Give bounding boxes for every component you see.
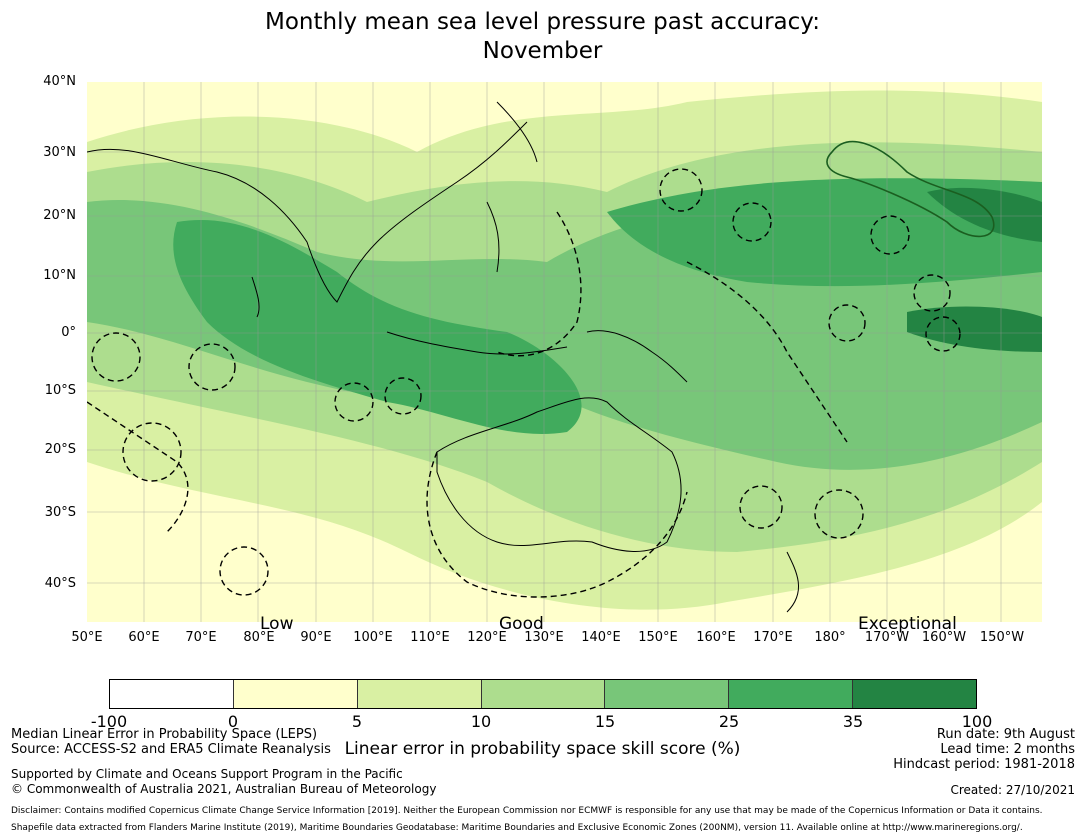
lat-label-20n: 20°N: [43, 208, 76, 223]
australia-outline: [436, 397, 682, 552]
colorbar-tick-5: 5: [351, 712, 363, 731]
lon-label-120e: 120°E: [467, 630, 507, 645]
footer-copyright: © Commonwealth of Australia 2021, Austra…: [11, 782, 437, 796]
lon-label-60e: 60°E: [128, 630, 160, 645]
lat-label-20s: 20°S: [44, 442, 76, 457]
footer-hindcast: Hindcast period: 1981-2018: [893, 757, 1075, 772]
footer-source: Source: ACCESS-S2 and ERA5 Climate Reana…: [11, 742, 331, 757]
japan-outline: [496, 101, 538, 163]
lon-label-50e: 50°E: [71, 630, 103, 645]
skill-word-exceptional: Exceptional: [858, 614, 957, 634]
lat-label-10s: 10°S: [44, 383, 76, 398]
footer-support: Supported by Climate and Oceans Support …: [11, 767, 403, 781]
skill-map-canvas: [86, 82, 1042, 622]
colorbar: [109, 679, 977, 709]
skill-zone-high-east: [607, 178, 1042, 287]
lon-label-150e: 150°E: [638, 630, 678, 645]
map-title: Monthly mean sea level pressure past acc…: [0, 8, 1085, 66]
footer-run-date: Run date: 9th August: [936, 727, 1075, 742]
skill-word-good: Good: [499, 614, 544, 634]
lat-label-30n: 30°N: [43, 145, 76, 160]
colorbar-segment-4: [605, 680, 730, 708]
colorbar-tick-0: 0: [227, 712, 239, 731]
footer-leps: Median Linear Error in Probability Space…: [11, 727, 318, 742]
lon-label-150w: 150°W: [979, 630, 1025, 645]
colorbar-tick-neg100: -100: [90, 712, 128, 731]
lon-label-160e: 160°E: [696, 630, 736, 645]
colorbar-tick-100: 100: [961, 712, 993, 731]
footer-shapefile: Shapefile data extracted from Flanders M…: [11, 823, 1023, 833]
map-title-line1: Monthly mean sea level pressure past acc…: [265, 9, 820, 35]
lon-label-170e: 170°E: [753, 630, 793, 645]
philippines-outline: [486, 201, 500, 273]
skill-word-low: Low: [260, 614, 294, 634]
lon-label-170w: 170°W: [864, 630, 910, 645]
asia-coastline: [86, 121, 528, 303]
indonesia-outline: [386, 331, 568, 355]
lon-label-70e: 70°E: [185, 630, 217, 645]
skill-map: [86, 82, 1042, 622]
lat-label-40n: 40°N: [43, 74, 76, 89]
lat-label-30s: 30°S: [44, 505, 76, 520]
lon-label-80e: 80°E: [243, 630, 275, 645]
skill-zone-high-west: [173, 220, 582, 435]
colorbar-segment-1: [233, 680, 358, 708]
colorbar-label: Linear error in probability space skill …: [344, 739, 741, 759]
lon-label-100e: 100°E: [353, 630, 393, 645]
colorbar-segment-0: [110, 680, 234, 708]
lon-label-180: 180°: [814, 630, 846, 645]
footer-created: Created: 27/10/2021: [950, 783, 1075, 797]
new-guinea-outline: [586, 330, 688, 383]
colorbar-tick-10: 10: [470, 712, 492, 731]
new-zealand-outline: [786, 551, 800, 613]
sri-lanka-outline: [251, 276, 260, 318]
colorbar-segment-3: [481, 680, 606, 708]
colorbar-tick-15: 15: [594, 712, 616, 731]
skill-zone-exceptional-equator: [907, 306, 1042, 352]
colorbar-tick-25: 25: [718, 712, 740, 731]
lat-label-40s: 40°S: [44, 576, 76, 591]
lon-label-140e: 140°E: [581, 630, 621, 645]
footer-lead-time: Lead time: 2 months: [940, 742, 1075, 757]
colorbar-tick-35: 35: [842, 712, 864, 731]
lon-label-130e: 130°E: [524, 630, 564, 645]
skill-zone-exceptional-north: [927, 187, 1042, 242]
colorbar-segment-6: [853, 680, 977, 708]
map-title-line2: November: [482, 38, 603, 64]
lat-label-0: 0°: [61, 325, 76, 340]
colorbar-segment-5: [729, 680, 854, 708]
eez-boundaries: [86, 168, 961, 598]
lon-label-110e: 110°E: [410, 630, 450, 645]
footer-disclaimer: Disclaimer: Contains modified Copernicus…: [11, 806, 1043, 816]
lon-label-90e: 90°E: [300, 630, 332, 645]
colorbar-segment-2: [357, 680, 482, 708]
lat-label-10n: 10°N: [43, 268, 76, 283]
lon-label-160w: 160°W: [921, 630, 967, 645]
coastlines: [86, 101, 800, 613]
exceptional-skill-contour: [826, 140, 995, 238]
